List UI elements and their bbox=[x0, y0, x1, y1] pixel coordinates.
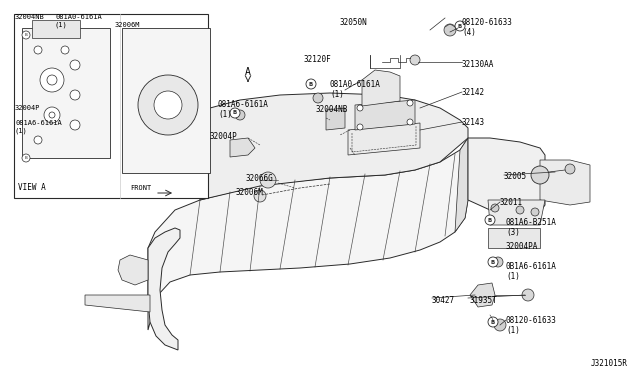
Circle shape bbox=[138, 75, 198, 135]
Polygon shape bbox=[190, 93, 468, 200]
Bar bbox=[22, 28, 110, 158]
Circle shape bbox=[522, 289, 534, 301]
Circle shape bbox=[488, 257, 498, 267]
Text: 32004PA: 32004PA bbox=[506, 242, 538, 251]
Circle shape bbox=[494, 319, 506, 331]
Text: 31935T: 31935T bbox=[470, 296, 498, 305]
Text: 081A0-6161A
(1): 081A0-6161A (1) bbox=[330, 80, 381, 99]
Text: 32130AA: 32130AA bbox=[462, 60, 494, 69]
Circle shape bbox=[22, 154, 30, 162]
Circle shape bbox=[40, 68, 64, 92]
Bar bbox=[122, 28, 210, 173]
Circle shape bbox=[254, 190, 266, 202]
Text: B: B bbox=[309, 81, 313, 87]
Text: B: B bbox=[24, 156, 28, 160]
Circle shape bbox=[230, 108, 240, 118]
Text: 32004P: 32004P bbox=[15, 105, 40, 111]
Circle shape bbox=[531, 166, 549, 184]
Text: FRONT: FRONT bbox=[130, 185, 151, 191]
Bar bbox=[14, 14, 208, 198]
Circle shape bbox=[357, 124, 363, 130]
Circle shape bbox=[49, 112, 55, 118]
Text: 081A6-6161A
(1): 081A6-6161A (1) bbox=[218, 100, 269, 119]
Text: VIEW A: VIEW A bbox=[18, 183, 45, 192]
Circle shape bbox=[410, 55, 420, 65]
Polygon shape bbox=[326, 108, 345, 130]
Text: B: B bbox=[488, 218, 492, 222]
Text: 32004NB: 32004NB bbox=[15, 14, 45, 20]
Text: 32120F: 32120F bbox=[303, 55, 331, 64]
Text: 32011: 32011 bbox=[500, 198, 523, 207]
Polygon shape bbox=[488, 200, 545, 225]
Text: 081A6-6161A
(1): 081A6-6161A (1) bbox=[15, 120, 61, 134]
Circle shape bbox=[313, 93, 323, 103]
Polygon shape bbox=[348, 123, 420, 155]
Polygon shape bbox=[455, 138, 468, 232]
Text: A: A bbox=[245, 67, 251, 77]
Text: B: B bbox=[491, 320, 495, 324]
Circle shape bbox=[235, 110, 245, 120]
Text: B: B bbox=[458, 23, 462, 29]
Polygon shape bbox=[118, 255, 148, 285]
Text: 32004P: 32004P bbox=[210, 132, 237, 141]
Polygon shape bbox=[470, 283, 495, 307]
Circle shape bbox=[34, 46, 42, 54]
Text: 32006M: 32006M bbox=[115, 22, 141, 28]
Circle shape bbox=[70, 60, 80, 70]
Polygon shape bbox=[488, 228, 540, 248]
Text: B: B bbox=[491, 260, 495, 264]
Polygon shape bbox=[362, 70, 400, 106]
Polygon shape bbox=[355, 100, 415, 130]
Text: 08120-61633
(4): 08120-61633 (4) bbox=[462, 18, 513, 38]
Circle shape bbox=[154, 91, 182, 119]
Circle shape bbox=[306, 79, 316, 89]
Polygon shape bbox=[148, 228, 180, 350]
Text: J321015R: J321015R bbox=[591, 359, 628, 368]
Circle shape bbox=[493, 257, 503, 267]
Polygon shape bbox=[148, 138, 468, 330]
Circle shape bbox=[22, 31, 30, 39]
Circle shape bbox=[357, 105, 363, 111]
Text: 30427: 30427 bbox=[432, 296, 455, 305]
Text: 32143: 32143 bbox=[462, 118, 485, 127]
Circle shape bbox=[407, 119, 413, 125]
Circle shape bbox=[407, 100, 413, 106]
Circle shape bbox=[531, 208, 539, 216]
Circle shape bbox=[488, 317, 498, 327]
Text: 32006M: 32006M bbox=[235, 188, 263, 197]
Circle shape bbox=[44, 107, 60, 123]
Text: 32066G: 32066G bbox=[245, 174, 273, 183]
Text: 32004NB: 32004NB bbox=[316, 105, 348, 114]
Bar bbox=[32, 20, 80, 38]
Text: B: B bbox=[233, 110, 237, 115]
Circle shape bbox=[444, 24, 456, 36]
Circle shape bbox=[34, 136, 42, 144]
Circle shape bbox=[516, 206, 524, 214]
Circle shape bbox=[485, 215, 495, 225]
Polygon shape bbox=[85, 295, 150, 312]
Circle shape bbox=[61, 46, 69, 54]
Text: 32050N: 32050N bbox=[340, 18, 368, 27]
Text: 0B1A6-6161A
(1): 0B1A6-6161A (1) bbox=[506, 262, 557, 281]
Circle shape bbox=[565, 164, 575, 174]
Circle shape bbox=[70, 90, 80, 100]
Polygon shape bbox=[468, 138, 545, 215]
Circle shape bbox=[70, 120, 80, 130]
Circle shape bbox=[455, 21, 465, 31]
Circle shape bbox=[260, 172, 276, 188]
Text: 081A6-B251A
(3): 081A6-B251A (3) bbox=[506, 218, 557, 237]
Text: 32005: 32005 bbox=[504, 172, 527, 181]
Text: 081A0-6161A
(1): 081A0-6161A (1) bbox=[55, 14, 102, 28]
Polygon shape bbox=[540, 160, 590, 205]
Text: 32142: 32142 bbox=[462, 88, 485, 97]
Text: 08120-61633
(1): 08120-61633 (1) bbox=[506, 316, 557, 336]
Polygon shape bbox=[230, 138, 255, 157]
Circle shape bbox=[491, 204, 499, 212]
Text: B: B bbox=[24, 33, 28, 37]
Circle shape bbox=[47, 75, 57, 85]
